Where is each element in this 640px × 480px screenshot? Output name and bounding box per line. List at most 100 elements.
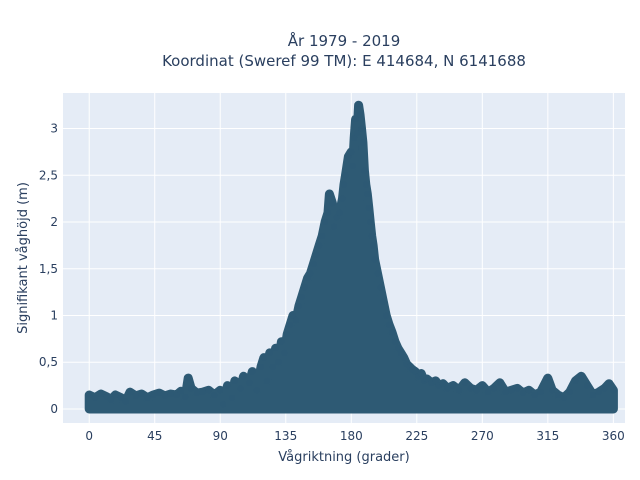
scatter-point <box>211 391 218 399</box>
scatter-point <box>349 162 357 170</box>
scatter-point <box>321 218 329 226</box>
scatter-point <box>583 382 591 389</box>
scatter-point <box>342 172 349 179</box>
scatter-point <box>150 391 157 399</box>
scatter-point <box>364 190 371 198</box>
scatter-point <box>260 354 268 361</box>
y-tick-label: 3 <box>50 122 58 136</box>
scatter-point <box>182 393 189 401</box>
scatter-point <box>537 388 544 396</box>
scatter-point <box>289 312 297 319</box>
scatter-point <box>253 387 260 394</box>
x-tick-label: 180 <box>340 429 363 443</box>
scatter-point <box>315 242 323 249</box>
scatter-point <box>97 390 105 398</box>
scatter-point <box>91 394 99 402</box>
scatter-point <box>374 270 381 277</box>
scatter-point <box>272 344 279 352</box>
scatter-point <box>352 115 359 123</box>
scatter-point <box>85 391 93 399</box>
y-tick-label: 0 <box>50 402 58 416</box>
scatter-point <box>467 385 475 392</box>
scatter-point <box>366 218 374 226</box>
scatter-point <box>560 394 568 402</box>
scatter-point <box>161 392 169 400</box>
scatter-point <box>330 223 338 230</box>
x-tick-label: 225 <box>405 429 428 443</box>
y-tick-label: 2 <box>50 215 58 229</box>
scatter-point <box>205 387 212 394</box>
scatter-point <box>307 270 314 277</box>
scatter-point <box>423 375 431 383</box>
scatter-point <box>187 385 195 392</box>
scatter-point <box>461 379 469 387</box>
y-tick-label: 2,5 <box>39 168 58 182</box>
scatter-point <box>301 284 309 291</box>
scatter-point <box>490 385 498 392</box>
scatter-point <box>324 209 332 216</box>
scatter-point <box>112 391 119 399</box>
scatter-point <box>249 368 256 375</box>
scatter-point <box>240 373 247 380</box>
scatter-point <box>278 338 285 346</box>
scatter-point <box>353 129 361 137</box>
scatter-point <box>514 385 521 392</box>
scatter-point <box>455 387 463 394</box>
scatter-point <box>365 204 373 212</box>
scatter-point <box>358 125 365 132</box>
scatter-point <box>531 391 538 399</box>
x-tick-label: 45 <box>147 429 162 443</box>
scatter-point <box>368 232 376 240</box>
scatter-point <box>237 385 244 392</box>
scatter-point <box>144 394 151 402</box>
scatter-point <box>391 338 399 346</box>
scatter-point <box>377 284 384 291</box>
scatter-point <box>572 377 579 385</box>
scatter-point <box>336 209 343 216</box>
chart-title-line2: Koordinat (Sweref 99 TM): E 414684, N 61… <box>162 52 526 70</box>
scatter-point <box>281 349 288 357</box>
scatter-point <box>266 349 274 357</box>
scatter-point <box>246 379 253 387</box>
scatter-point <box>263 377 271 385</box>
scatter-point <box>362 181 370 188</box>
y-tick-label: 1 <box>50 308 58 322</box>
x-tick-label: 135 <box>274 429 297 443</box>
scatter-point <box>228 394 236 402</box>
x-tick-label: 315 <box>536 429 559 443</box>
scatter-point <box>382 312 390 319</box>
y-axis-title: Signifikant våghöjd (m) <box>16 182 31 334</box>
scatter-point <box>508 387 515 394</box>
scatter-point <box>444 385 451 392</box>
scatter-point <box>566 388 573 396</box>
scatter-point <box>283 330 291 338</box>
scatter-point <box>479 382 486 389</box>
scatter-point <box>155 389 163 397</box>
scatter-point <box>329 200 336 207</box>
scatter-point <box>138 390 145 398</box>
scatter-point <box>340 181 348 188</box>
scatter-point <box>132 392 140 400</box>
scatter-point <box>412 368 419 375</box>
scatter-point <box>361 167 368 174</box>
scatter-point <box>193 389 201 397</box>
scatter-point <box>544 374 552 382</box>
scatter-point <box>348 148 355 156</box>
scatter-point <box>578 373 585 380</box>
scatter-point <box>339 195 346 202</box>
scatter-point <box>286 321 294 329</box>
scatter-point <box>275 358 282 366</box>
y-tick-label: 1,5 <box>39 262 58 276</box>
scatter-point <box>356 111 364 118</box>
scatter-point <box>484 388 492 396</box>
scatter-point <box>326 190 333 198</box>
scatter-point <box>310 260 317 268</box>
scatter-point <box>359 139 367 146</box>
scatter-point <box>439 380 447 388</box>
scatter-point <box>122 398 129 405</box>
scatter-point <box>589 391 597 399</box>
scatter-point <box>269 363 277 371</box>
y-axis-ticks: 0 0,5 1 1,5 2 2,5 3 <box>39 122 58 416</box>
scatter-point <box>380 298 387 305</box>
